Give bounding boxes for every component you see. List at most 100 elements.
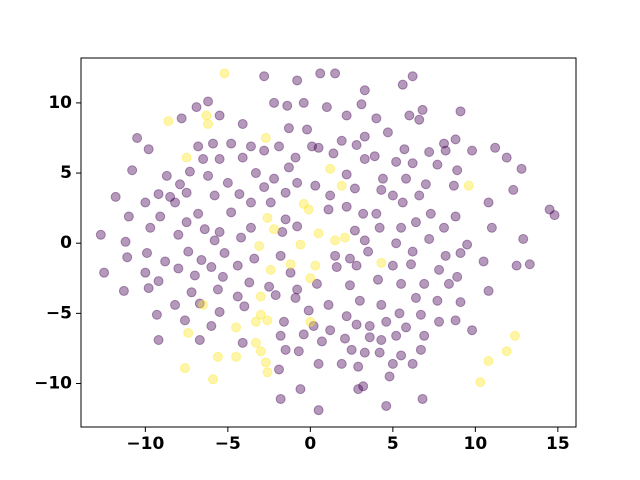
scatter-point (483, 197, 494, 208)
scatter-point (340, 333, 350, 344)
scatter-point (186, 287, 197, 298)
scatter-point (353, 361, 364, 372)
x-tick-label: 15 (546, 434, 570, 454)
scatter-point (303, 204, 314, 215)
scatter-point (417, 104, 428, 115)
scatter-point (298, 97, 309, 108)
scatter-point (336, 135, 347, 146)
scatter-point (127, 165, 138, 176)
scatter-point (410, 292, 421, 303)
scatter-point (259, 71, 270, 82)
scatter-point (434, 316, 445, 327)
scatter-point (315, 68, 326, 79)
scatter-point (434, 264, 445, 275)
scatter-point (293, 346, 304, 357)
scatter-point (222, 177, 233, 188)
scatter-point (396, 278, 407, 289)
scatter-point (305, 273, 316, 284)
scatter-point (234, 189, 245, 200)
scatter-point (237, 118, 248, 129)
scatter-point (209, 190, 220, 201)
scatter-point (349, 225, 360, 236)
scatter-point (280, 187, 291, 198)
scatter-point (245, 222, 256, 233)
scatter-point (203, 118, 214, 129)
scatter-point (265, 264, 276, 275)
scatter-point (262, 315, 273, 326)
scatter-point (490, 142, 501, 153)
scatter-point (351, 319, 362, 330)
scatter-point (387, 358, 398, 369)
scatter-point (203, 170, 214, 181)
x-tick-label: 5 (387, 434, 399, 454)
scatter-point (262, 212, 273, 223)
scatter-point (269, 97, 280, 108)
scatter-point (305, 316, 316, 327)
scatter-point (371, 208, 382, 219)
scatter-point (509, 330, 520, 341)
scatter-point (387, 190, 398, 201)
scatter-point (285, 259, 296, 270)
scatter-point (478, 256, 489, 267)
scatter-point (376, 335, 387, 346)
scatter-point (313, 358, 324, 369)
scatter-point (290, 152, 301, 163)
scatter-point (354, 295, 365, 306)
scatter-point (237, 152, 248, 163)
scatter-point (419, 278, 430, 289)
scatter-point (203, 96, 214, 107)
plot-frame (80, 57, 577, 428)
scatter-point (391, 156, 402, 167)
scatter-point (407, 358, 418, 369)
scatter-point (269, 173, 280, 184)
scatter-point (341, 201, 352, 212)
scatter-point (511, 260, 522, 271)
scatter-point (199, 224, 210, 235)
scatter-point (544, 204, 555, 215)
scatter-point (467, 145, 478, 156)
scatter-point (191, 102, 202, 113)
scatter-point (475, 377, 486, 388)
scatter-point (364, 320, 375, 331)
scatter-point (401, 322, 412, 333)
scatter-point (396, 222, 407, 233)
scatter-point (298, 198, 309, 209)
scatter-point (275, 250, 286, 261)
scatter-point (381, 400, 392, 411)
scatter-point (99, 267, 110, 278)
scatter-point (310, 180, 321, 191)
scatter-point (397, 79, 408, 90)
scatter-point (384, 371, 395, 382)
scatter-point (313, 142, 324, 153)
scatter-point (325, 163, 336, 174)
scatter-point (275, 393, 286, 404)
scatter-point (160, 256, 171, 267)
scatter-point (165, 191, 176, 202)
y-tick-label: −10 (34, 374, 72, 394)
scatter-point (302, 124, 313, 135)
scatter-point (483, 285, 494, 296)
scatter-point (265, 197, 276, 208)
scatter-point (432, 295, 443, 306)
scatter-point (363, 246, 374, 257)
scatter-point (163, 116, 174, 127)
scatter-point (358, 381, 369, 392)
scatter-point (425, 208, 436, 219)
scatter-point (313, 228, 324, 239)
scatter-point (209, 235, 220, 246)
scatter-point (196, 255, 207, 266)
scatter-point (194, 335, 205, 346)
scatter-point (549, 210, 560, 221)
scatter-point (280, 214, 291, 225)
scatter-point (424, 233, 435, 244)
scatter-point (486, 222, 497, 233)
scatter-point (153, 189, 164, 200)
scatter-point (179, 363, 190, 374)
scatter-point (274, 364, 284, 375)
scatter-point (323, 204, 334, 215)
scatter-point (184, 166, 195, 177)
scatter-point (145, 222, 156, 233)
scatter-point (399, 144, 410, 155)
